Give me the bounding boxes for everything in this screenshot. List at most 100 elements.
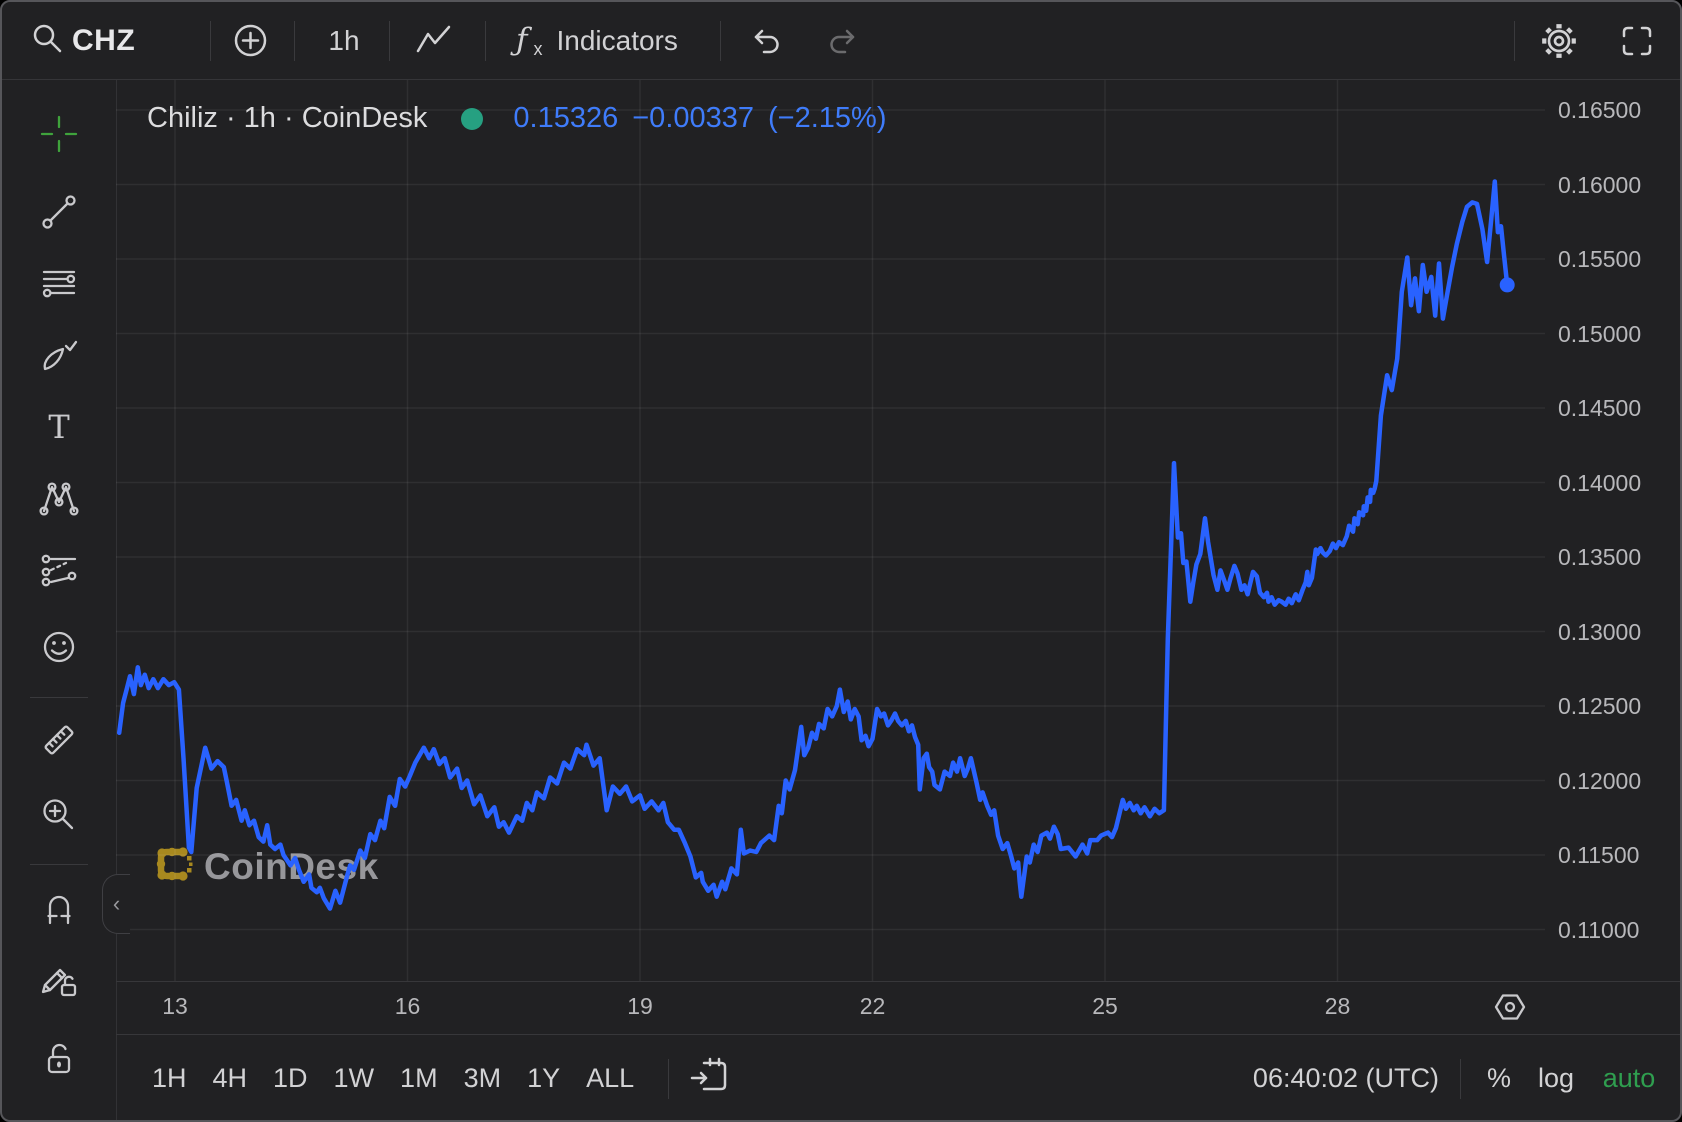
gear-icon (1539, 21, 1579, 61)
projection-tool-button[interactable] (37, 550, 81, 594)
price-axis-label: 0.16500 (1558, 97, 1642, 123)
time-axis[interactable]: 13 16 19 22 25 28 (116, 981, 1680, 1035)
time-axis-label: 28 (1324, 993, 1351, 1019)
clock-utc[interactable]: 06:40:02 (UTC) (1252, 1063, 1439, 1093)
range-3m-button[interactable]: 3M (463, 1063, 502, 1093)
range-1d-button[interactable]: 1D (273, 1063, 308, 1093)
price-change-pct: (−2.15%) (768, 102, 887, 134)
percent-scale-button[interactable]: % (1486, 1063, 1511, 1093)
range-1w-button[interactable]: 1W (333, 1063, 375, 1093)
text-tool-button[interactable]: T (37, 405, 81, 449)
toolbar-divider (668, 1059, 669, 1099)
price-change: −0.00337 (632, 102, 755, 134)
toolbar-divider (485, 21, 486, 61)
unlock-all-tool-button[interactable] (37, 1037, 81, 1081)
settings-button[interactable] (1539, 2, 1579, 79)
range-all-button[interactable]: ALL (586, 1063, 635, 1093)
price-axis-label: 0.13000 (1558, 618, 1642, 645)
range-4h-button[interactable]: 4H (212, 1063, 248, 1093)
brush-tool-button[interactable] (37, 335, 81, 379)
zoom-in-icon (38, 794, 80, 836)
chart-title: Chiliz · 1h · CoinDesk (147, 102, 428, 134)
indicators-label: Indicators (556, 24, 678, 56)
unlock-icon (38, 1038, 80, 1080)
pencil-lock-icon (37, 958, 81, 1002)
price-axis-label: 0.16000 (1558, 171, 1642, 198)
coindesk-logo-icon (152, 843, 194, 890)
toolbar-divider (294, 21, 295, 61)
symbol-label: CHZ (72, 23, 136, 57)
emoji-tool-button[interactable] (37, 625, 81, 669)
range-selector: 1H 4H 1D 1W 1M 3M 1Y ALL (152, 1035, 635, 1120)
redo-icon (825, 22, 863, 60)
fib-lines-icon (39, 263, 79, 303)
price-axis-label: 0.15500 (1558, 246, 1642, 272)
xabcd-pattern-icon (38, 478, 80, 520)
xabcd-pattern-tool-button[interactable] (37, 477, 81, 521)
horizontal-lines-tool-button[interactable] (37, 261, 81, 305)
coindesk-watermark: CoinDesk (152, 843, 379, 890)
hidden-tool-button[interactable] (37, 1105, 81, 1120)
line-chart-icon (413, 20, 455, 62)
symbol-search-button[interactable]: CHZ (30, 2, 135, 79)
projection-icon (38, 551, 80, 593)
timezone-settings-button[interactable] (1492, 991, 1528, 1028)
price-chart[interactable] (116, 80, 1545, 981)
hexagon-dot-icon (1492, 994, 1528, 1027)
crosshair-tool-button[interactable] (37, 112, 81, 156)
toolbar-divider (720, 21, 721, 61)
toolbar-divider (1514, 21, 1515, 61)
interval-button[interactable]: 1h (328, 24, 360, 56)
live-status-dot (461, 107, 484, 130)
time-axis-label: 22 (859, 993, 886, 1019)
drawing-lock-tool-button[interactable] (37, 958, 81, 1002)
price-axis-label: 0.14500 (1558, 395, 1642, 421)
tool-group-divider (30, 864, 88, 865)
tool-group-divider (30, 697, 88, 698)
trend-line-tool-button[interactable] (37, 190, 81, 234)
time-axis-label: 25 (1092, 993, 1118, 1019)
time-axis-label: 13 (162, 993, 188, 1019)
zoom-in-tool-button[interactable] (37, 793, 81, 837)
svg-text:T: T (48, 408, 70, 446)
range-1h-button[interactable]: 1H (152, 1063, 187, 1093)
ruler-icon (37, 718, 81, 762)
price-axis-label: 0.11500 (1558, 842, 1640, 868)
price-axis[interactable]: 0.16500 0.16000 0.15500 0.15000 0.14500 0.140… (1545, 80, 1680, 981)
search-icon (30, 21, 64, 60)
chart-legend: Chiliz · 1h · CoinDesk 0.15326 −0.00337 … (147, 102, 887, 135)
bottom-toolbar: 1H 4H 1D 1W 1M 3M 1Y ALL 06:40:02 (UTC) % log a… (116, 1035, 1680, 1120)
price-line (116, 179, 1510, 911)
range-1y-button[interactable]: 1Y (527, 1063, 561, 1093)
toolbar-divider (210, 21, 211, 61)
brush-icon (38, 336, 80, 378)
range-1m-button[interactable]: 1M (400, 1063, 438, 1093)
magnet-tool-button[interactable] (37, 888, 81, 932)
calendar-arrow-icon (688, 1054, 732, 1103)
auto-scale-button[interactable]: auto (1602, 1063, 1656, 1093)
go-to-date-button[interactable] (688, 1035, 732, 1120)
time-axis-label: 19 (627, 993, 653, 1019)
time-axis-label: 16 (394, 993, 421, 1019)
fullscreen-button[interactable] (1619, 2, 1655, 79)
chart-type-button[interactable] (413, 2, 455, 79)
undo-button[interactable] (746, 2, 784, 79)
toolbar-divider (389, 21, 390, 61)
crosshair-icon (39, 114, 79, 154)
price-axis-label: 0.15000 (1558, 320, 1642, 347)
redo-button[interactable] (825, 2, 863, 79)
undo-icon (746, 22, 784, 60)
magnet-icon (38, 889, 80, 931)
add-button[interactable] (232, 2, 269, 79)
log-scale-button[interactable]: log (1537, 1063, 1575, 1093)
sidebar-collapse-tab[interactable]: ‹ (102, 874, 130, 934)
chevron-left-icon: ‹ (112, 891, 121, 916)
measure-tool-button[interactable] (37, 718, 81, 762)
price-axis-label: 0.13500 (1558, 544, 1642, 570)
trend-line-icon (39, 192, 79, 232)
last-price: 0.15326 (513, 102, 619, 134)
